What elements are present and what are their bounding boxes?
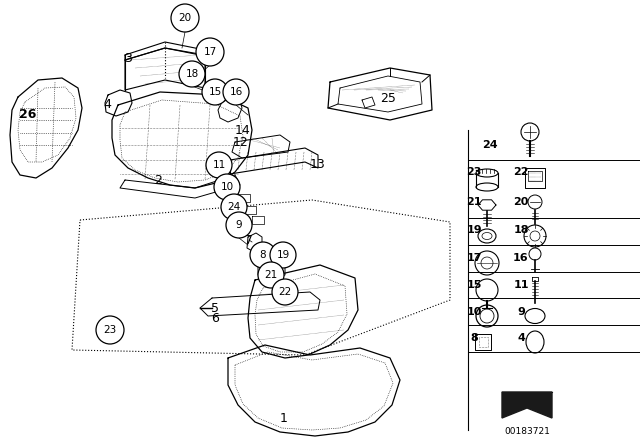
Polygon shape xyxy=(502,392,552,418)
Text: 21: 21 xyxy=(264,270,278,280)
Text: 16: 16 xyxy=(513,253,529,263)
Text: 16: 16 xyxy=(229,87,243,97)
Text: 10: 10 xyxy=(467,307,482,317)
Circle shape xyxy=(202,79,228,105)
Circle shape xyxy=(206,152,232,178)
Text: 9: 9 xyxy=(517,307,525,317)
Circle shape xyxy=(272,279,298,305)
Circle shape xyxy=(250,242,276,268)
Text: 18: 18 xyxy=(513,225,529,235)
Text: 4: 4 xyxy=(517,333,525,343)
Text: 00183721: 00183721 xyxy=(504,427,550,436)
Text: 12: 12 xyxy=(233,137,249,150)
Text: 6: 6 xyxy=(211,311,219,324)
Circle shape xyxy=(179,61,205,87)
Text: 9: 9 xyxy=(236,220,243,230)
Text: 13: 13 xyxy=(310,159,326,172)
Circle shape xyxy=(171,4,199,32)
Text: 23: 23 xyxy=(467,167,482,177)
Circle shape xyxy=(226,212,252,238)
Text: 24: 24 xyxy=(482,140,498,150)
Text: 11: 11 xyxy=(513,280,529,290)
Circle shape xyxy=(270,242,296,268)
Text: 20: 20 xyxy=(179,13,191,23)
Text: 19: 19 xyxy=(276,250,290,260)
Text: 17: 17 xyxy=(467,253,482,263)
Circle shape xyxy=(96,316,124,344)
Text: 23: 23 xyxy=(104,325,116,335)
Circle shape xyxy=(223,79,249,105)
Text: 10: 10 xyxy=(220,182,234,192)
Text: 11: 11 xyxy=(212,160,226,170)
Text: 14: 14 xyxy=(235,124,251,137)
Text: 25: 25 xyxy=(380,91,396,104)
Text: 7: 7 xyxy=(245,233,253,246)
Text: 2: 2 xyxy=(154,173,162,186)
Text: 20: 20 xyxy=(513,197,529,207)
Text: 26: 26 xyxy=(19,108,36,121)
Text: 24: 24 xyxy=(227,202,241,212)
Circle shape xyxy=(196,38,224,66)
Text: 8: 8 xyxy=(470,333,478,343)
Text: 19: 19 xyxy=(466,225,482,235)
Text: 8: 8 xyxy=(260,250,266,260)
Text: 18: 18 xyxy=(186,69,198,79)
Text: 1: 1 xyxy=(280,412,288,425)
Text: 22: 22 xyxy=(513,167,529,177)
Text: 4: 4 xyxy=(103,99,111,112)
Text: 22: 22 xyxy=(278,287,292,297)
Text: 17: 17 xyxy=(204,47,216,57)
Text: 3: 3 xyxy=(124,52,132,65)
Circle shape xyxy=(214,174,240,200)
Circle shape xyxy=(258,262,284,288)
Text: 15: 15 xyxy=(467,280,482,290)
Circle shape xyxy=(221,194,247,220)
Text: 5: 5 xyxy=(211,302,219,314)
Text: 21: 21 xyxy=(467,197,482,207)
Text: 15: 15 xyxy=(209,87,221,97)
